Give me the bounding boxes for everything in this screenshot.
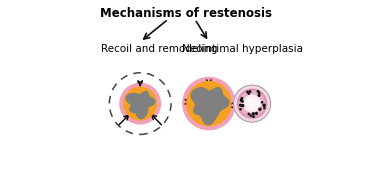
Circle shape — [248, 93, 249, 94]
Circle shape — [259, 93, 260, 94]
Circle shape — [241, 98, 243, 99]
Circle shape — [234, 85, 270, 122]
Circle shape — [187, 82, 231, 126]
Circle shape — [257, 91, 259, 92]
Circle shape — [252, 113, 254, 115]
Circle shape — [246, 97, 259, 110]
Circle shape — [240, 105, 241, 106]
Circle shape — [240, 104, 241, 106]
Circle shape — [247, 91, 248, 93]
Circle shape — [240, 99, 243, 101]
Polygon shape — [126, 91, 155, 119]
Circle shape — [249, 91, 251, 92]
Circle shape — [240, 91, 265, 116]
Circle shape — [124, 87, 156, 120]
Circle shape — [242, 105, 244, 107]
Circle shape — [264, 108, 265, 109]
Circle shape — [120, 83, 160, 124]
Text: Recoil and remodeling: Recoil and remodeling — [102, 44, 218, 54]
Circle shape — [256, 113, 257, 114]
Circle shape — [259, 108, 261, 110]
Text: Mechanisms of restenosis: Mechanisms of restenosis — [100, 7, 272, 20]
Circle shape — [250, 115, 251, 116]
Text: Neointimal hyperplasia: Neointimal hyperplasia — [183, 44, 304, 54]
Circle shape — [262, 102, 263, 103]
Circle shape — [263, 104, 265, 106]
Circle shape — [244, 95, 260, 112]
Circle shape — [258, 95, 260, 96]
Circle shape — [253, 116, 254, 117]
Circle shape — [248, 113, 250, 115]
Circle shape — [183, 78, 235, 130]
Polygon shape — [191, 88, 229, 125]
Circle shape — [242, 101, 243, 102]
Circle shape — [238, 89, 266, 118]
Circle shape — [240, 109, 241, 110]
